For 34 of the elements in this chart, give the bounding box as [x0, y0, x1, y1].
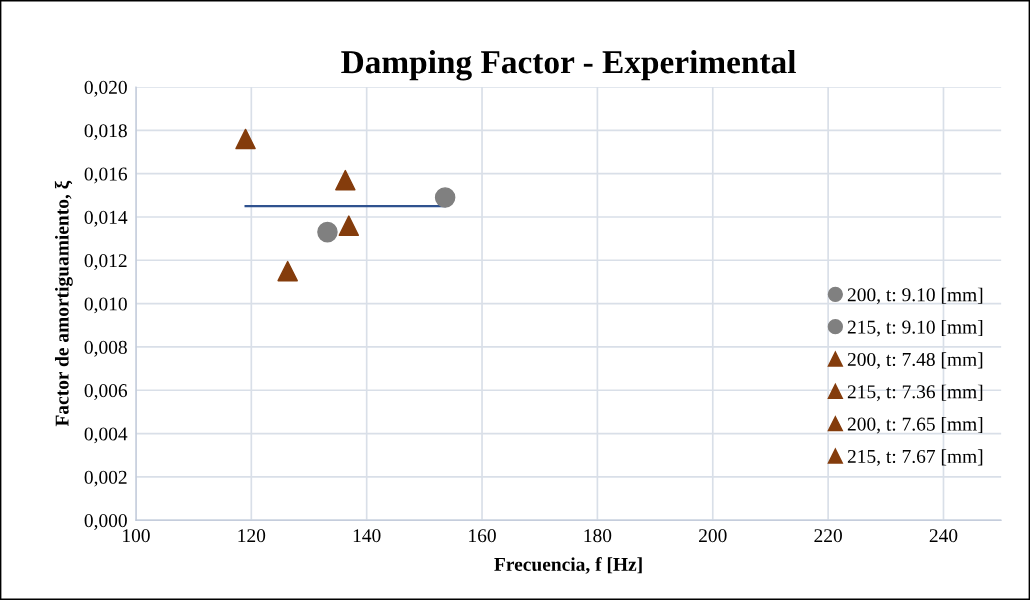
point	[338, 215, 360, 236]
y-axis-title: Factor de amortiguamiento, ξ	[54, 180, 73, 427]
legend-label: 215, t: 9.10 [mm]	[847, 319, 983, 337]
legend-label: 200, t: 9.10 [mm]	[847, 287, 983, 305]
legend-label: 215, t: 7.36 [mm]	[847, 384, 983, 402]
y-tick-label: 0,002	[84, 470, 127, 487]
x-tick-label: 160	[469, 529, 496, 543]
y-tick-label: 0,016	[84, 167, 128, 184]
point	[434, 187, 456, 208]
y-tick-label: 0,020	[84, 80, 127, 97]
legend-label: 200, t: 7.65 [mm]	[847, 416, 983, 434]
x-tick-label: 180	[584, 529, 612, 543]
x-tick-label: 240	[929, 529, 958, 543]
y-tick-label: 0,010	[84, 297, 127, 314]
x-tick-label: 120	[238, 529, 266, 543]
point	[277, 260, 298, 282]
y-tick-label: 0,012	[84, 254, 127, 271]
x-tick-label: 200	[699, 529, 727, 543]
point	[335, 169, 356, 191]
legend-label: 215, t: 7.67 [mm]	[847, 449, 983, 466]
y-tick-label: 0,018	[84, 124, 127, 141]
chart-title: Damping Factor - Experimental	[341, 49, 796, 81]
x-tick-label: 140	[353, 529, 381, 543]
y-tick-label: 0,006	[84, 384, 128, 400]
y-tick-label: 0,000	[84, 514, 127, 530]
point	[317, 221, 338, 243]
legend-label: 200, t: 7.48 [mm]	[847, 352, 983, 369]
point	[235, 128, 256, 150]
x-axis-title: Frecuencia, f [Hz]	[494, 557, 642, 574]
y-tick-label: 0,014	[84, 210, 128, 227]
x-tick-label: 100	[123, 529, 150, 543]
y-tick-label: 0,004	[84, 427, 128, 444]
x-tick-label: 220	[814, 529, 842, 543]
y-tick-label: 0,008	[84, 340, 127, 357]
